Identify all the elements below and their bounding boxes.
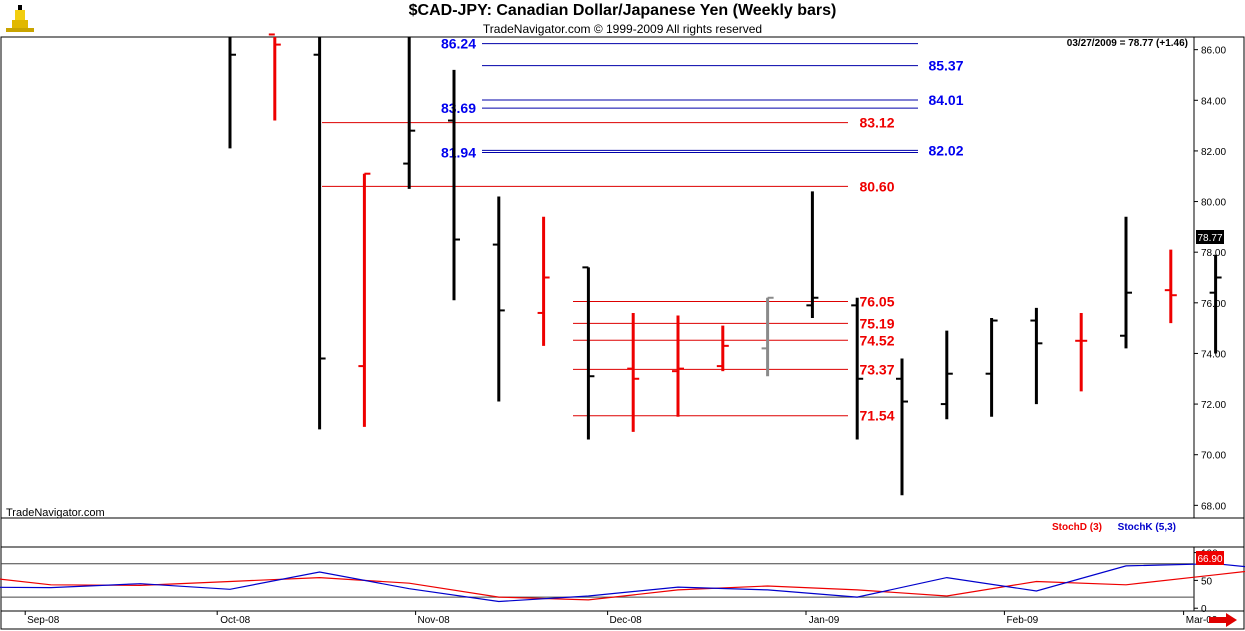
watermark-label: TradeNavigator.com (6, 507, 105, 519)
ohlc-bar (358, 172, 371, 427)
chart-border (0, 36, 1245, 630)
price-tick-label: 72.00 (1201, 400, 1226, 411)
resistance-label: 84.01 (928, 92, 963, 108)
price-tick-label: 86.00 (1201, 46, 1226, 57)
ohlc-bar (672, 315, 684, 417)
stochastic-panel: 100500 (0, 549, 1245, 615)
price-tick-label: 82.00 (1201, 147, 1226, 158)
time-tick-label: Nov-08 (417, 615, 450, 626)
chart-title: $CAD-JPY: Canadian Dollar/Japanese Yen (… (408, 2, 837, 19)
price-tick-label: 74.00 (1201, 349, 1226, 360)
ohlc-bars (228, 33, 1222, 496)
ohlc-bar (627, 312, 640, 432)
ohlc-bar (448, 69, 460, 301)
resistance-lines: 86.24 85.37 84.01 83.69 82.02 81.94 (441, 36, 964, 161)
price-tick-label: 80.00 (1201, 198, 1226, 209)
support-label: 76.05 (859, 294, 894, 310)
ohlc-bar (716, 325, 729, 372)
stoch-series-line (0, 570, 1245, 601)
resistance-label: 85.37 (928, 58, 963, 74)
time-tick-label: Oct-08 (220, 615, 250, 626)
price-tick-label: 68.00 (1201, 501, 1226, 512)
ohlc-bar (896, 358, 908, 496)
ohlc-bar (492, 196, 505, 402)
support-label: 75.19 (859, 315, 894, 331)
support-label: 74.52 (859, 332, 894, 348)
ohlc-bar (940, 330, 953, 420)
support-label: 71.54 (859, 408, 894, 424)
support-label: 83.12 (859, 115, 894, 131)
stoch-series-line (0, 563, 1245, 603)
ohlc-bar (403, 37, 416, 189)
time-axis: Sep-08 Oct-08 Nov-08 Dec-08 Jan-09 Feb-09 Mar-… (24, 611, 1218, 626)
time-tick-label: Feb-09 (1007, 615, 1039, 626)
ohlc-bar (582, 266, 595, 440)
ohlc-bar (806, 191, 819, 319)
price-tick-label: 70.00 (1201, 451, 1226, 462)
ohlc-bar (1209, 254, 1222, 354)
support-label: 73.37 (859, 361, 894, 377)
price-axis-ticks: 86.00 84.00 82.00 80.00 78.00 76.00 74.00 72.00… (1194, 46, 1226, 512)
time-tick-label: Sep-08 (27, 615, 60, 626)
ohlc-bar (228, 37, 236, 149)
resistance-label: 83.69 (441, 100, 476, 116)
ohlc-bar (1075, 312, 1088, 392)
ohlc-bar (985, 318, 998, 417)
ohlc-bar (313, 37, 326, 430)
stoch-value-tag (1196, 551, 1224, 565)
stoch-value-label: 66.90 (1197, 554, 1222, 565)
scroll-right-arrow-icon[interactable] (1208, 613, 1238, 627)
ohlc-bar (1120, 216, 1132, 349)
ohlc-bar (537, 216, 550, 346)
price-tick-label: 76.00 (1201, 299, 1226, 310)
ohlc-bar (1030, 307, 1043, 405)
legend-stochd: StochD (3) (1052, 522, 1102, 533)
time-tick-label: Dec-08 (609, 615, 642, 626)
resistance-label: 82.02 (928, 142, 963, 158)
last-price-tag (1196, 230, 1224, 244)
time-tick-label: Mar-09 (1186, 615, 1218, 626)
time-tick-label: Jan-09 (809, 615, 840, 626)
stoch-tick-label: 50 (1201, 576, 1213, 587)
support-label: 80.60 (859, 178, 894, 194)
resistance-label: 86.24 (441, 36, 476, 52)
ohlc-bar (761, 296, 774, 377)
resistance-label: 81.94 (441, 144, 476, 160)
price-tick-label: 78.00 (1201, 248, 1226, 259)
price-tick-label: 84.00 (1201, 96, 1226, 107)
last-price-label: 78.77 (1197, 233, 1222, 244)
copyright-notice: TradeNavigator.com © 1999-2009 All right… (482, 22, 763, 36)
ohlc-bar (851, 297, 864, 440)
ohlc-bar (1164, 249, 1177, 324)
legend-stochk: StochK (5,3) (1118, 522, 1176, 533)
trade-navigator-logo-icon[interactable] (4, 4, 36, 34)
stoch-tick-label: 0 (1201, 604, 1207, 615)
ohlc-bar (268, 33, 281, 121)
quote-readout: 03/27/2009 = 78.77 (+1.46) (1067, 38, 1188, 49)
